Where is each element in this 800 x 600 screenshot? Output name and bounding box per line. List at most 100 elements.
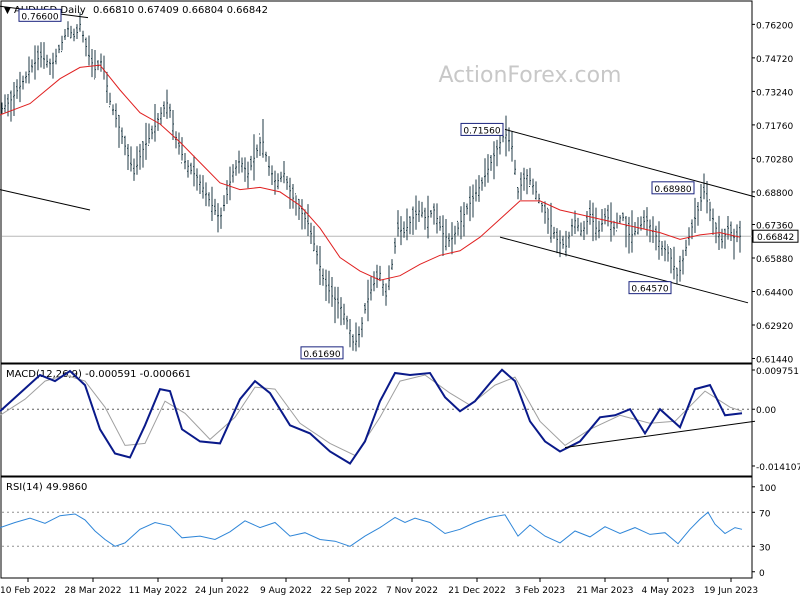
rsi-chart xyxy=(0,511,752,547)
price-bar xyxy=(394,237,396,254)
price-bar xyxy=(349,318,351,348)
price-bar xyxy=(220,207,222,229)
price-bar xyxy=(202,175,204,199)
moving-average-line xyxy=(0,64,741,281)
price-bar xyxy=(667,244,669,262)
price-bar xyxy=(631,210,633,253)
price-bar xyxy=(232,164,234,183)
price-tick-label: 0.70280 xyxy=(756,155,793,165)
price-bar xyxy=(172,110,174,140)
price-annotation: 0.76600 xyxy=(18,8,62,22)
price-tick-label: 0.74720 xyxy=(756,55,793,65)
rsi-tick-label: 0 xyxy=(759,569,765,579)
price-panel xyxy=(0,0,753,364)
price-bar xyxy=(139,143,141,170)
collapse-triangle-icon[interactable]: ▼ xyxy=(4,6,11,16)
price-bar xyxy=(583,220,585,241)
price-bar xyxy=(229,166,231,201)
price-bar xyxy=(178,132,180,155)
rsi-axis: 100 70 30 0 xyxy=(752,484,776,579)
price-bar xyxy=(700,184,702,211)
price-bar xyxy=(517,187,519,200)
price-bar xyxy=(442,215,444,256)
price-bar xyxy=(265,151,267,162)
price-bar xyxy=(730,221,732,241)
price-bar xyxy=(298,198,300,220)
svg-text:0.68980: 0.68980 xyxy=(654,185,691,195)
price-bar xyxy=(532,178,534,195)
price-bar xyxy=(493,141,495,180)
macd-line xyxy=(0,368,743,465)
price-bar xyxy=(460,206,462,240)
trendline xyxy=(504,128,756,198)
price-bar xyxy=(82,30,84,43)
price-bar xyxy=(448,233,450,247)
price-bar xyxy=(364,302,366,314)
trendline xyxy=(499,236,749,304)
price-bar xyxy=(118,114,120,148)
price-bar xyxy=(40,42,42,68)
price-bar xyxy=(31,59,33,73)
price-bar xyxy=(151,125,153,140)
price-bar xyxy=(409,216,411,235)
price-bar xyxy=(250,155,252,171)
price-bar xyxy=(592,202,594,242)
price-bar xyxy=(691,219,693,240)
price-tick-label: 0.76200 xyxy=(756,21,793,31)
price-bar xyxy=(406,208,408,241)
price-bar xyxy=(481,177,483,191)
rsi-tick-label: 30 xyxy=(759,543,771,553)
price-bar xyxy=(19,71,21,103)
price-bar xyxy=(106,71,108,104)
price-bar xyxy=(589,200,591,225)
price-bar xyxy=(373,271,375,292)
price-bar xyxy=(187,160,189,178)
macd-chart xyxy=(0,368,756,465)
price-bar xyxy=(10,90,12,122)
price-bar xyxy=(709,199,711,222)
price-bar xyxy=(280,171,282,183)
price-bar xyxy=(553,226,555,239)
price-bar xyxy=(142,141,144,168)
price-bar xyxy=(13,82,15,116)
price-tick-label: 0.62920 xyxy=(756,322,793,332)
price-bar xyxy=(469,186,471,222)
price-bar xyxy=(88,35,90,66)
price-bar xyxy=(685,239,687,256)
price-bar xyxy=(112,104,114,116)
price-bar xyxy=(424,207,426,230)
price-bar xyxy=(277,173,279,190)
price-bar xyxy=(733,228,735,260)
price-bar xyxy=(133,158,135,181)
price-bar xyxy=(238,150,240,174)
rsi-panel xyxy=(0,476,753,579)
price-bar xyxy=(268,156,270,176)
price-bar xyxy=(79,12,81,32)
price-bar xyxy=(673,246,675,280)
price-bar xyxy=(562,235,564,249)
price-bar xyxy=(706,181,708,214)
price-annotation: 0.61690 xyxy=(300,346,344,360)
price-tick-label: 0.73240 xyxy=(756,88,793,98)
price-bar xyxy=(91,49,93,78)
price-bar xyxy=(367,279,369,322)
price-chart: 0.76600 0.71560 0.68980 0.64570 0.61690 xyxy=(0,5,756,360)
price-bar xyxy=(37,45,39,71)
last-price-badge: 0.66842 xyxy=(752,229,799,243)
x-tick-label: 22 Sep 2022 xyxy=(320,586,377,596)
price-bar xyxy=(115,103,117,128)
price-bar xyxy=(259,133,261,156)
price-bar xyxy=(346,315,348,330)
price-bar xyxy=(490,155,492,171)
price-bar xyxy=(46,54,48,68)
price-bar xyxy=(316,245,318,265)
price-bar xyxy=(475,179,477,202)
price-bar xyxy=(520,172,522,200)
price-tick-label: 0.67360 xyxy=(756,221,793,231)
price-bar xyxy=(76,24,78,40)
price-bar xyxy=(568,231,570,248)
price-bar xyxy=(682,249,684,275)
price-bar xyxy=(304,209,306,230)
macd-axis: 0.009751 0.00 -0.014107 xyxy=(752,367,800,473)
price-bar xyxy=(544,201,546,224)
